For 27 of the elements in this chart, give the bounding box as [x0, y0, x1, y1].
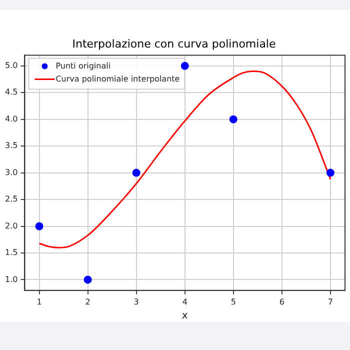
y-tick-label: 5.0 — [4, 60, 18, 70]
x-tick-label: 7 — [328, 297, 333, 306]
point — [84, 276, 92, 284]
y-tick-label: 1.0 — [4, 274, 18, 284]
y-tick-label: 4.0 — [4, 114, 18, 124]
point — [132, 168, 140, 177]
y-tick-label: 3.5 — [4, 141, 18, 150]
legend-label: Punti originali — [56, 61, 111, 70]
y-tick-label: 3.0 — [4, 168, 18, 177]
point — [229, 115, 238, 124]
x-tick-label: 3 — [134, 297, 139, 306]
y-tick-label: 4.5 — [4, 88, 18, 97]
line-series — [38, 70, 332, 248]
chart-title: Interpolazione con curva polinomiale — [72, 37, 276, 50]
y-tick-label: 2.5 — [4, 194, 18, 204]
y-tick-label: 2.0 — [4, 221, 18, 230]
x-tick-label: 5 — [230, 297, 236, 306]
point — [326, 168, 334, 177]
x-tick-label: 2 — [85, 297, 90, 306]
point — [180, 62, 189, 70]
x-axis-title: x — [182, 310, 188, 322]
legend-label: Curva polinomiale interpolante — [56, 74, 180, 84]
x-tick-label: 4 — [182, 297, 188, 306]
point — [35, 222, 44, 230]
x-tick-label: 6 — [279, 297, 284, 306]
x-tick-label: 1 — [36, 297, 42, 306]
y-tick-label: 1.5 — [4, 248, 18, 258]
